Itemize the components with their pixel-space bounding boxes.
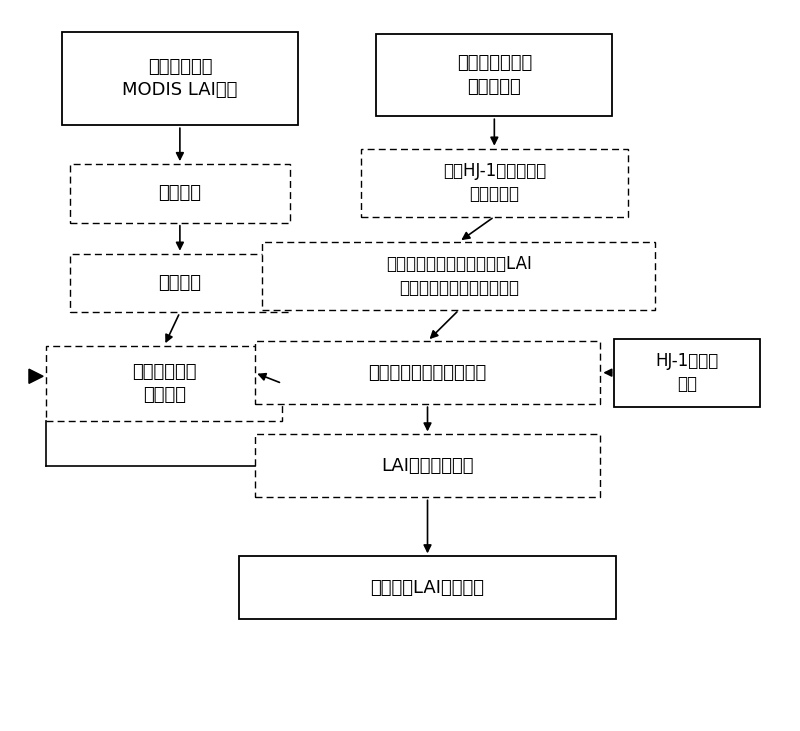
Bar — [62, 32, 298, 125]
Bar — [361, 148, 628, 216]
Text: 动态贝叶斯网络数据推理: 动态贝叶斯网络数据推理 — [368, 363, 486, 382]
Bar — [614, 338, 760, 406]
Bar — [377, 34, 612, 116]
Bar — [262, 242, 655, 310]
Bar — [254, 341, 601, 404]
Text: LAI后验概率分布: LAI后验概率分布 — [382, 457, 474, 475]
Text: 根据HJ-1反射率数据
调整查找表: 根据HJ-1反射率数据 调整查找表 — [442, 162, 546, 203]
Bar — [70, 254, 290, 312]
Text: 读入时间序列
MODIS LAI数据: 读入时间序列 MODIS LAI数据 — [122, 58, 238, 99]
Text: 训练调整后的查找表计算从LAI
到反射率的条件概率分布表: 训练调整后的查找表计算从LAI 到反射率的条件概率分布表 — [386, 255, 532, 297]
Text: 投影转换: 投影转换 — [158, 184, 202, 202]
Bar — [254, 434, 601, 498]
Bar — [70, 164, 290, 223]
Bar — [239, 556, 616, 619]
Bar — [46, 346, 282, 421]
Text: 构建植被动态
生长方程: 构建植被动态 生长方程 — [132, 363, 197, 404]
Text: 时空滤波: 时空滤波 — [158, 274, 202, 292]
Text: 时间序列LAI反演结果: 时间序列LAI反演结果 — [370, 579, 485, 596]
Text: 模拟冠层反射率
生成查找表: 模拟冠层反射率 生成查找表 — [457, 54, 532, 96]
Text: HJ-1反射率
数据: HJ-1反射率 数据 — [655, 352, 718, 393]
Polygon shape — [29, 369, 43, 383]
